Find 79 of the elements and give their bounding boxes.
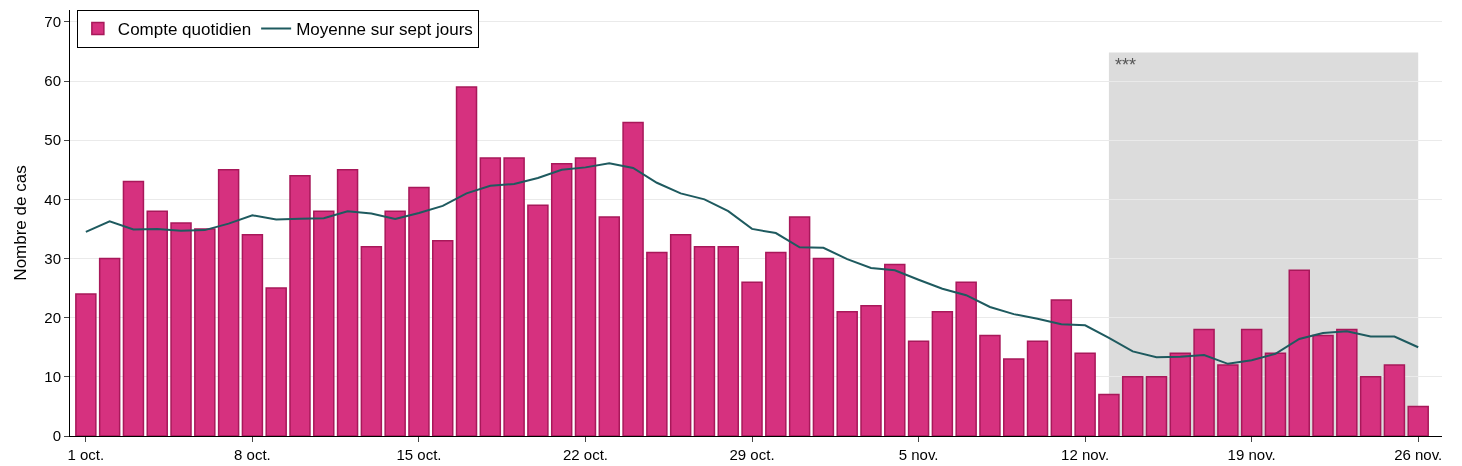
bar bbox=[646, 251, 668, 436]
bar bbox=[765, 251, 787, 436]
bar bbox=[455, 86, 478, 436]
bar bbox=[693, 245, 716, 436]
bar bbox=[1169, 352, 1192, 436]
bar bbox=[1407, 405, 1429, 436]
bar bbox=[1288, 269, 1310, 436]
bar bbox=[574, 157, 597, 436]
bar bbox=[1336, 328, 1358, 436]
x-tick-label: 8 oct. bbox=[234, 446, 271, 463]
bar bbox=[1264, 352, 1287, 436]
bar bbox=[336, 169, 359, 436]
bar bbox=[598, 216, 621, 436]
bar bbox=[1217, 364, 1239, 436]
bar bbox=[860, 305, 882, 436]
x-tick-label: 12 nov. bbox=[1061, 446, 1110, 463]
bar bbox=[812, 257, 835, 436]
bar bbox=[170, 222, 192, 436]
y-tick-label: 0 bbox=[52, 427, 61, 445]
legend-label: Compte quotidien bbox=[117, 20, 252, 40]
bar bbox=[1383, 364, 1406, 436]
bar bbox=[550, 163, 573, 436]
bar bbox=[1359, 376, 1382, 436]
bar bbox=[1074, 352, 1096, 436]
bar bbox=[503, 157, 525, 436]
y-tick-label: 40 bbox=[44, 190, 61, 208]
y-tick-label: 50 bbox=[44, 131, 61, 149]
x-tick-label: 26 nov. bbox=[1394, 446, 1443, 463]
bar bbox=[360, 245, 383, 436]
bar bbox=[979, 334, 1001, 436]
legend-label: Moyenne sur sept jours bbox=[296, 20, 473, 40]
bar bbox=[527, 204, 549, 436]
bar bbox=[384, 210, 406, 436]
bar bbox=[1240, 328, 1263, 436]
bar bbox=[241, 234, 264, 436]
bar bbox=[217, 169, 240, 436]
bar bbox=[1026, 340, 1049, 436]
bar bbox=[955, 281, 977, 436]
bar bbox=[931, 311, 954, 436]
bar bbox=[669, 234, 692, 436]
bar bbox=[479, 157, 502, 436]
bar bbox=[1312, 334, 1334, 436]
bar bbox=[1121, 376, 1144, 436]
bar bbox=[1145, 376, 1168, 436]
bar bbox=[146, 210, 168, 436]
y-tick-label: 20 bbox=[44, 308, 61, 326]
bar bbox=[1050, 299, 1073, 436]
y-tick-label: 30 bbox=[44, 249, 61, 267]
bar bbox=[788, 216, 811, 436]
bar bbox=[408, 186, 430, 436]
bar bbox=[122, 180, 145, 436]
bar bbox=[836, 311, 858, 436]
x-tick-label: 15 oct. bbox=[396, 446, 442, 463]
x-tick-label: 1 oct. bbox=[67, 446, 105, 463]
bar bbox=[907, 340, 930, 436]
bar bbox=[194, 228, 216, 436]
band-label: *** bbox=[1115, 55, 1137, 75]
bar bbox=[98, 257, 121, 436]
bar bbox=[884, 263, 906, 436]
bar bbox=[1098, 393, 1120, 436]
bar bbox=[622, 121, 644, 436]
y-axis-title: Nombre de cas bbox=[11, 165, 30, 281]
x-tick-label: 19 nov. bbox=[1227, 446, 1276, 463]
bar bbox=[432, 240, 454, 436]
x-tick-label: 5 nov. bbox=[898, 446, 939, 463]
bar bbox=[265, 287, 287, 436]
bar bbox=[313, 210, 335, 436]
bar bbox=[741, 281, 763, 436]
x-tick-label: 22 oct. bbox=[562, 446, 609, 463]
bar bbox=[289, 174, 311, 436]
bar bbox=[1003, 358, 1025, 436]
y-tick-label: 60 bbox=[44, 72, 61, 90]
x-tick-label: 29 oct. bbox=[729, 446, 775, 463]
bar bbox=[75, 293, 97, 436]
line-series bbox=[84, 162, 1420, 365]
bar bbox=[717, 245, 739, 436]
bar bbox=[1193, 328, 1215, 436]
y-tick-label: 10 bbox=[44, 368, 61, 386]
y-tick-label: 70 bbox=[44, 13, 61, 31]
